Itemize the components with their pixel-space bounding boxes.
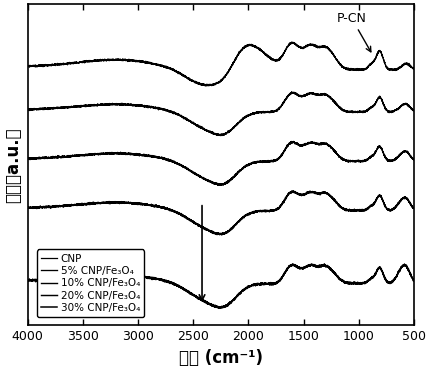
X-axis label: 波数 (cm⁻¹): 波数 (cm⁻¹) — [179, 349, 263, 367]
Text: P-CN: P-CN — [337, 12, 371, 52]
Legend: CNP, 5% CNP/Fe₃O₄, 10% CNP/Fe₃O₄, 20% CNP/Fe₃O₄, 30% CNP/Fe₃O₄: CNP, 5% CNP/Fe₃O₄, 10% CNP/Fe₃O₄, 20% CN… — [37, 249, 144, 317]
Y-axis label: 强度（a.u.）: 强度（a.u.） — [4, 127, 22, 203]
